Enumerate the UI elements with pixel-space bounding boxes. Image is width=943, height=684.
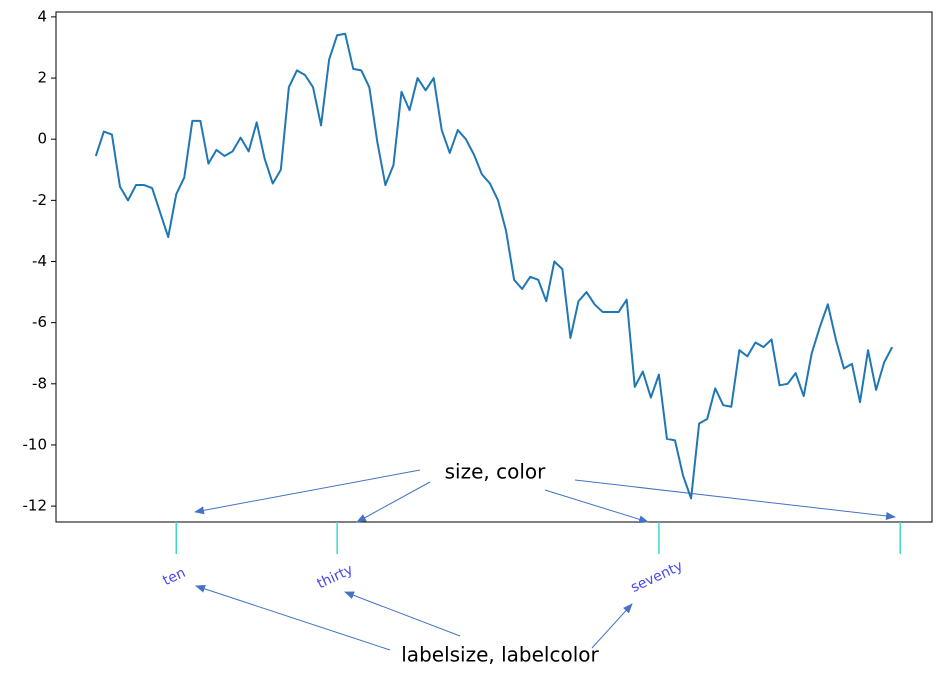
plot-frame <box>55 11 933 523</box>
arrow <box>544 489 649 524</box>
arrow <box>591 603 633 649</box>
x-tick-label: ten <box>160 565 188 589</box>
y-tick-label: 2 <box>37 69 47 87</box>
y-tick-label: 4 <box>37 7 47 25</box>
y-tick-label: -10 <box>23 435 48 453</box>
x-tick-label: seventy <box>628 558 685 596</box>
annotation: size, color <box>445 460 547 484</box>
x-tick-label: thirty <box>315 562 356 592</box>
arrow <box>194 469 421 515</box>
annotation-arrows <box>194 469 896 651</box>
arrow <box>356 481 431 523</box>
y-tick-label: -2 <box>32 191 47 209</box>
y-tick-label: -6 <box>32 313 47 331</box>
y-tick-label: -8 <box>32 374 47 392</box>
arrow <box>574 479 896 520</box>
y-tick-label: 0 <box>37 130 47 148</box>
annotation: labelsize, labelcolor <box>401 643 599 667</box>
arrow <box>344 591 461 637</box>
arrow <box>195 585 391 651</box>
line <box>94 32 894 500</box>
y-tick-label: -4 <box>32 252 47 270</box>
y-tick-label: -12 <box>23 497 48 515</box>
